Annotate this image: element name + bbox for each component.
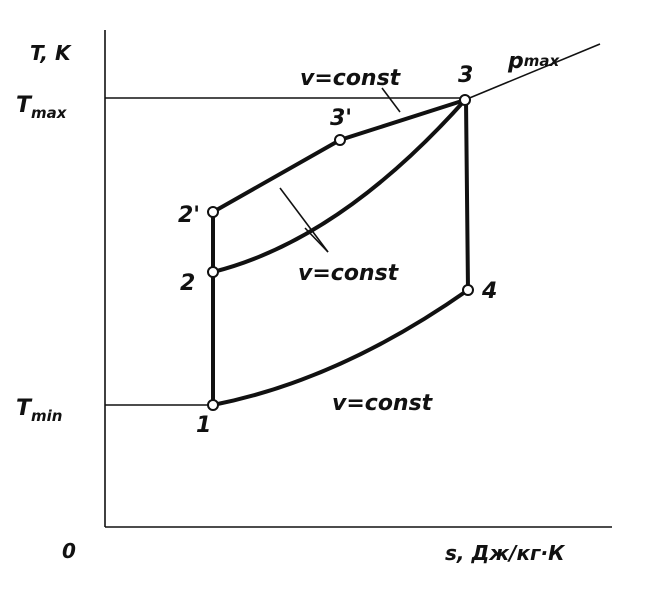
tmin-label: Tmin [16, 396, 62, 425]
point [459, 94, 471, 106]
leader [381, 87, 401, 113]
x-axis-label: s, Дж/кг·К [445, 541, 566, 565]
curve-label: v=const [298, 261, 400, 286]
point-label: 2' [178, 203, 200, 228]
leader [279, 187, 329, 253]
point-label: 2 [180, 271, 195, 296]
point-label: 1 [196, 413, 211, 438]
curve-label: v=const [332, 391, 434, 416]
process-1-4 [211, 288, 470, 407]
symbol: T [16, 93, 33, 118]
process-2-3 [211, 98, 467, 274]
origin-label: 0 [62, 539, 76, 563]
tmax-label: Tmax [16, 93, 68, 122]
pmax-label: pmax [507, 49, 561, 74]
symbol: p [507, 49, 524, 74]
symbol: T [16, 396, 33, 421]
subscript: max [31, 104, 68, 122]
subscript: max [524, 52, 561, 70]
point [207, 206, 219, 218]
subscript: min [31, 407, 62, 425]
point [462, 284, 474, 296]
pmax-isobar [454, 43, 601, 105]
point-label: 3' [330, 106, 352, 131]
point-label: 3 [458, 63, 473, 88]
point [334, 134, 346, 146]
process-4-3 [464, 98, 470, 292]
point [207, 399, 219, 411]
point-label: 4 [481, 279, 497, 304]
leader [304, 227, 329, 253]
curve-label: v=const [300, 66, 402, 91]
point [207, 266, 219, 278]
y-axis-label: T, K [30, 41, 72, 65]
